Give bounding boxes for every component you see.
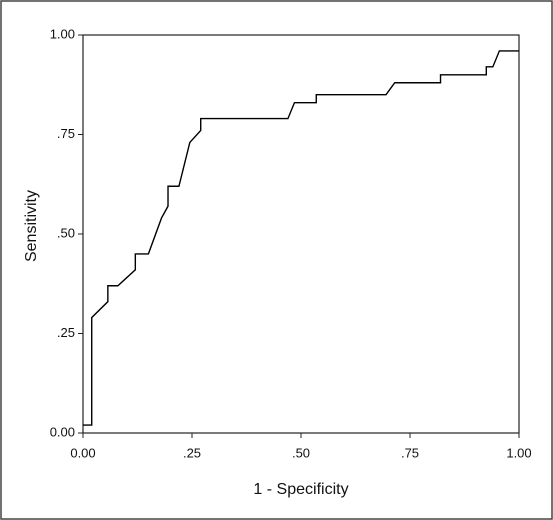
x-tick-label: 0.00 [70,445,95,460]
y-tick-label: 0.00 [50,424,75,439]
y-tick-label: .75 [57,126,75,141]
x-tick-label: .75 [401,445,419,460]
y-tick-label: .50 [57,225,75,240]
x-tick-label: .50 [292,445,310,460]
x-axis-label: 1 - Specificity [253,481,348,498]
y-axis-label: Sensitivity [23,190,40,262]
y-tick-label: 1.00 [50,26,75,41]
y-tick-label: .25 [57,325,75,340]
x-tick-label: .25 [183,445,201,460]
roc-curve [83,50,519,426]
x-tick-label: 1.00 [506,445,531,460]
